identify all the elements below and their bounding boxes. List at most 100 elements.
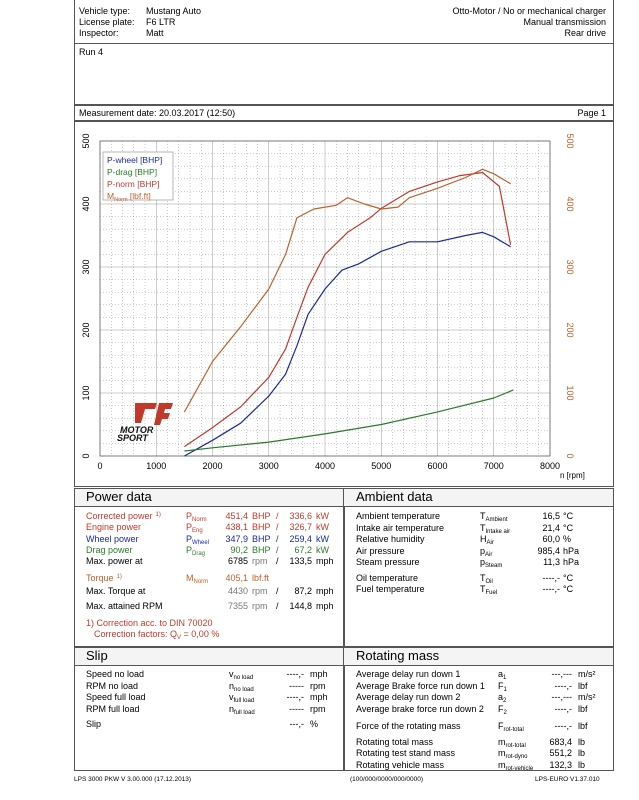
- rotating-title: Rotating mass: [356, 648, 440, 663]
- max-power-speed-unit: mph: [316, 556, 334, 567]
- chart-legend: P-wheel [BHP] P-drag [BHP] P-norm [BHP] MNo…: [102, 151, 174, 203]
- ambient-row-symbol: HAir: [480, 534, 494, 546]
- rotating-row-symbol: a2: [498, 692, 507, 704]
- ambient-row-label: Air pressure: [356, 545, 405, 556]
- slip-row-value: ----,-: [286, 692, 305, 702]
- slip-row-symbol: nno load: [229, 680, 254, 693]
- ambient-row-label: Fuel temperature: [356, 584, 425, 594]
- slip-row-label: Speed full load: [86, 692, 146, 702]
- rotating-row-value: ---,---: [551, 669, 572, 679]
- y-left-tick-label: 200: [81, 322, 91, 337]
- x-tick-label: 2000: [202, 461, 222, 471]
- slip-row-value: -----: [289, 703, 304, 714]
- measurement-date: Measurement date: 20.03.2017 (12:50): [79, 108, 236, 118]
- footer-right: LPS-EURO V1.37.010: [535, 776, 600, 783]
- power-row-value-1: 90,2: [230, 544, 248, 555]
- y-left-tick-label: 400: [81, 196, 91, 211]
- slip-row-unit: mph: [310, 692, 328, 702]
- rotating-row-symbol: mrot-vehicle: [498, 759, 534, 772]
- correction-note: 1) Correction acc. to DIN 70020: [86, 618, 213, 629]
- max-rpm-speed: 144,8: [289, 601, 312, 612]
- power-row-value-2: 259,4: [289, 533, 312, 544]
- footer-left: LPS 3000 PKW V 3.00.000 (17.12.2013): [74, 776, 192, 783]
- max-power-speed: 133,5: [289, 556, 312, 567]
- rotating-row-label: Rotating test stand mass: [356, 748, 456, 758]
- header-right-line: Rear drive: [564, 28, 606, 38]
- header-label: Vehicle type:: [79, 6, 131, 16]
- ambient-row-symbol: TFuel: [480, 584, 498, 596]
- ambient-row-label: Intake air temperature: [356, 522, 445, 533]
- logo-text-line1: MOTOR: [120, 425, 154, 435]
- rotating-row-symbol: Frot-total: [498, 721, 524, 733]
- rotating-row-label: Rotating vehicle mass: [356, 759, 445, 770]
- power-row-symbol: PDrag: [186, 544, 206, 557]
- rotating-row-symbol: mrot-total: [498, 736, 526, 749]
- y-left-tick-label: 100: [81, 385, 91, 400]
- header-value: Matt: [146, 28, 164, 38]
- rotating-row-value: ----,-: [554, 680, 573, 691]
- y-right-tick-label: 500: [565, 133, 575, 148]
- rotating-row-value: 551,2: [549, 748, 572, 758]
- ambient-row-label: Relative humidity: [356, 534, 425, 544]
- series-line-p-norm: [184, 171, 512, 448]
- x-tick-label: 5000: [371, 461, 391, 471]
- max-torque-speed-unit: mph: [316, 586, 334, 597]
- torque-label: Torque 1): [86, 573, 122, 584]
- slip-header-bg: [74, 647, 345, 666]
- rotating-row-unit: lb: [578, 748, 586, 758]
- ambient-row-unit: °C: [563, 522, 574, 533]
- x-tick-label: 0: [97, 461, 102, 471]
- rotating-row-value: 132,3: [549, 759, 572, 770]
- run-label: Run 4: [79, 47, 104, 57]
- ambient-row-value: 985,4: [537, 545, 560, 556]
- ambient-header-bg: [343, 488, 614, 507]
- ambient-row-value: 21,4: [542, 522, 560, 533]
- max-power-rpm-unit: rpm: [252, 556, 268, 567]
- logo-mark-right: [154, 403, 173, 425]
- max-torque-rpm-unit: rpm: [252, 586, 268, 597]
- power-row-value-2: 326,7: [289, 522, 312, 533]
- x-tick-label: 3000: [259, 461, 279, 471]
- ambient-row-unit: hPa: [563, 545, 580, 556]
- rotating-row-value: ---,---: [551, 692, 572, 702]
- ambient-row-label: Ambient temperature: [356, 511, 441, 521]
- y-right-tick-label: 0: [565, 453, 575, 458]
- max-torque-rpm: 4430: [227, 586, 248, 597]
- rotating-row-unit: lbf: [578, 680, 588, 691]
- series-line-p-drag: [184, 389, 514, 452]
- footer-center: (100/000/0000/000/0000): [350, 776, 424, 783]
- slip-row-label: Slip: [86, 719, 102, 729]
- power-row-symbol: PEng: [186, 522, 203, 535]
- legend-entry: P-wheel [BHP]: [107, 155, 162, 165]
- ambient-row-value: ----,-: [542, 572, 561, 583]
- slip-row-unit: %: [310, 719, 319, 729]
- slip-row-symbol: nfull load: [229, 703, 255, 716]
- max-rpm-rpm-unit: rpm: [252, 601, 268, 612]
- y-left-tick-label: 500: [81, 133, 91, 148]
- ambient-row-symbol: TAmbient: [480, 511, 508, 523]
- ambient-row-unit: °C: [563, 584, 574, 594]
- power-row-label: Corrected power 1): [86, 511, 161, 521]
- chart-box: [74, 120, 614, 487]
- ambient-row-value: 60,0: [542, 534, 560, 544]
- rotating-row-symbol: F2: [498, 703, 507, 716]
- slip-row-label: RPM no load: [86, 680, 139, 691]
- series-line-p-wheel: [184, 231, 511, 457]
- power-title: Power data: [86, 489, 152, 504]
- rotating-row-symbol: F1: [498, 680, 507, 693]
- max-torque-speed: 87,2: [294, 586, 312, 597]
- torque-unit: lbf.ft: [252, 573, 270, 584]
- power-row-unit-2: kW: [316, 522, 329, 533]
- power-row-unit-1: BHP: [252, 533, 271, 544]
- ambient-row-symbol: TOil: [480, 572, 493, 585]
- max-power-sep: /: [276, 556, 279, 567]
- rotating-row-label: Average delay run down 2: [356, 692, 461, 702]
- power-row-symbol: PNorm: [186, 511, 207, 523]
- slip-row-symbol: vno load: [229, 669, 254, 681]
- header-right-line: Manual transmission: [523, 17, 606, 27]
- y-right-tick-label: 100: [565, 385, 575, 400]
- power-row-value-2: 336,6: [289, 511, 312, 521]
- slip-row-label: Speed no load: [86, 669, 145, 679]
- x-tick-label: 8000: [540, 461, 560, 471]
